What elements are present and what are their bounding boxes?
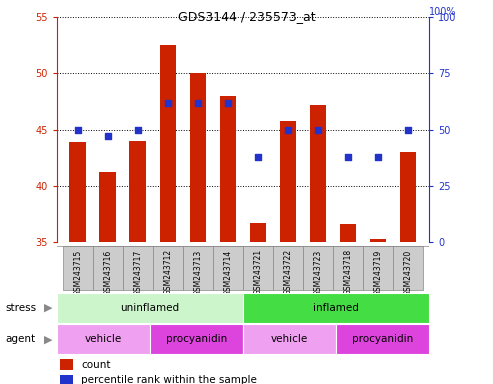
Point — [374, 154, 382, 160]
Bar — [70, 142, 86, 242]
Bar — [123, 246, 153, 290]
Bar — [160, 45, 176, 242]
Bar — [336, 324, 429, 354]
Bar — [393, 246, 423, 290]
Point — [254, 154, 262, 160]
Text: procyanidin: procyanidin — [166, 334, 227, 344]
Point — [344, 154, 352, 160]
Point — [284, 127, 292, 133]
Point — [404, 127, 412, 133]
Bar — [100, 172, 116, 242]
Bar — [93, 246, 123, 290]
Bar — [280, 121, 296, 242]
Text: ▶: ▶ — [44, 334, 53, 344]
Text: 100%: 100% — [429, 7, 457, 17]
Text: inflamed: inflamed — [313, 303, 359, 313]
Bar — [333, 246, 363, 290]
Bar — [243, 246, 273, 290]
Bar — [219, 96, 236, 242]
Bar — [273, 246, 303, 290]
Bar — [243, 293, 429, 323]
Point — [164, 99, 172, 106]
Bar — [61, 375, 73, 384]
Text: GSM243714: GSM243714 — [223, 249, 232, 296]
Point — [74, 127, 82, 133]
Text: procyanidin: procyanidin — [352, 334, 413, 344]
Point — [224, 99, 232, 106]
Text: GSM243720: GSM243720 — [403, 249, 413, 296]
Point — [134, 127, 141, 133]
Text: agent: agent — [5, 334, 35, 344]
Point — [194, 99, 202, 106]
Bar — [370, 238, 386, 242]
Text: count: count — [81, 360, 110, 370]
Text: GSM243719: GSM243719 — [373, 249, 383, 296]
Bar — [249, 223, 266, 242]
Bar — [130, 141, 146, 242]
Text: vehicle: vehicle — [85, 334, 122, 344]
Bar — [150, 324, 243, 354]
Bar — [57, 324, 150, 354]
Text: ▶: ▶ — [44, 303, 53, 313]
Text: GSM243722: GSM243722 — [283, 249, 292, 295]
Bar — [153, 246, 183, 290]
Bar — [213, 246, 243, 290]
Bar — [340, 224, 356, 242]
Text: GSM243717: GSM243717 — [133, 249, 142, 296]
Text: GSM243712: GSM243712 — [163, 249, 172, 295]
Bar — [183, 246, 213, 290]
Bar — [189, 73, 206, 242]
Bar — [57, 293, 243, 323]
Text: vehicle: vehicle — [271, 334, 308, 344]
Point — [104, 133, 112, 139]
Text: GDS3144 / 235573_at: GDS3144 / 235573_at — [177, 10, 316, 23]
Bar — [303, 246, 333, 290]
Text: GSM243716: GSM243716 — [103, 249, 112, 296]
Bar — [363, 246, 393, 290]
Bar — [310, 105, 326, 242]
Text: GSM243721: GSM243721 — [253, 249, 262, 295]
Text: percentile rank within the sample: percentile rank within the sample — [81, 375, 257, 384]
Text: GSM243713: GSM243713 — [193, 249, 202, 296]
Text: GSM243715: GSM243715 — [73, 249, 82, 296]
Bar — [61, 359, 73, 370]
Bar — [63, 246, 93, 290]
Bar — [400, 152, 416, 242]
Text: uninflamed: uninflamed — [120, 303, 179, 313]
Text: GSM243718: GSM243718 — [343, 249, 352, 295]
Text: stress: stress — [5, 303, 36, 313]
Point — [314, 127, 322, 133]
Bar — [243, 324, 336, 354]
Text: GSM243723: GSM243723 — [314, 249, 322, 296]
